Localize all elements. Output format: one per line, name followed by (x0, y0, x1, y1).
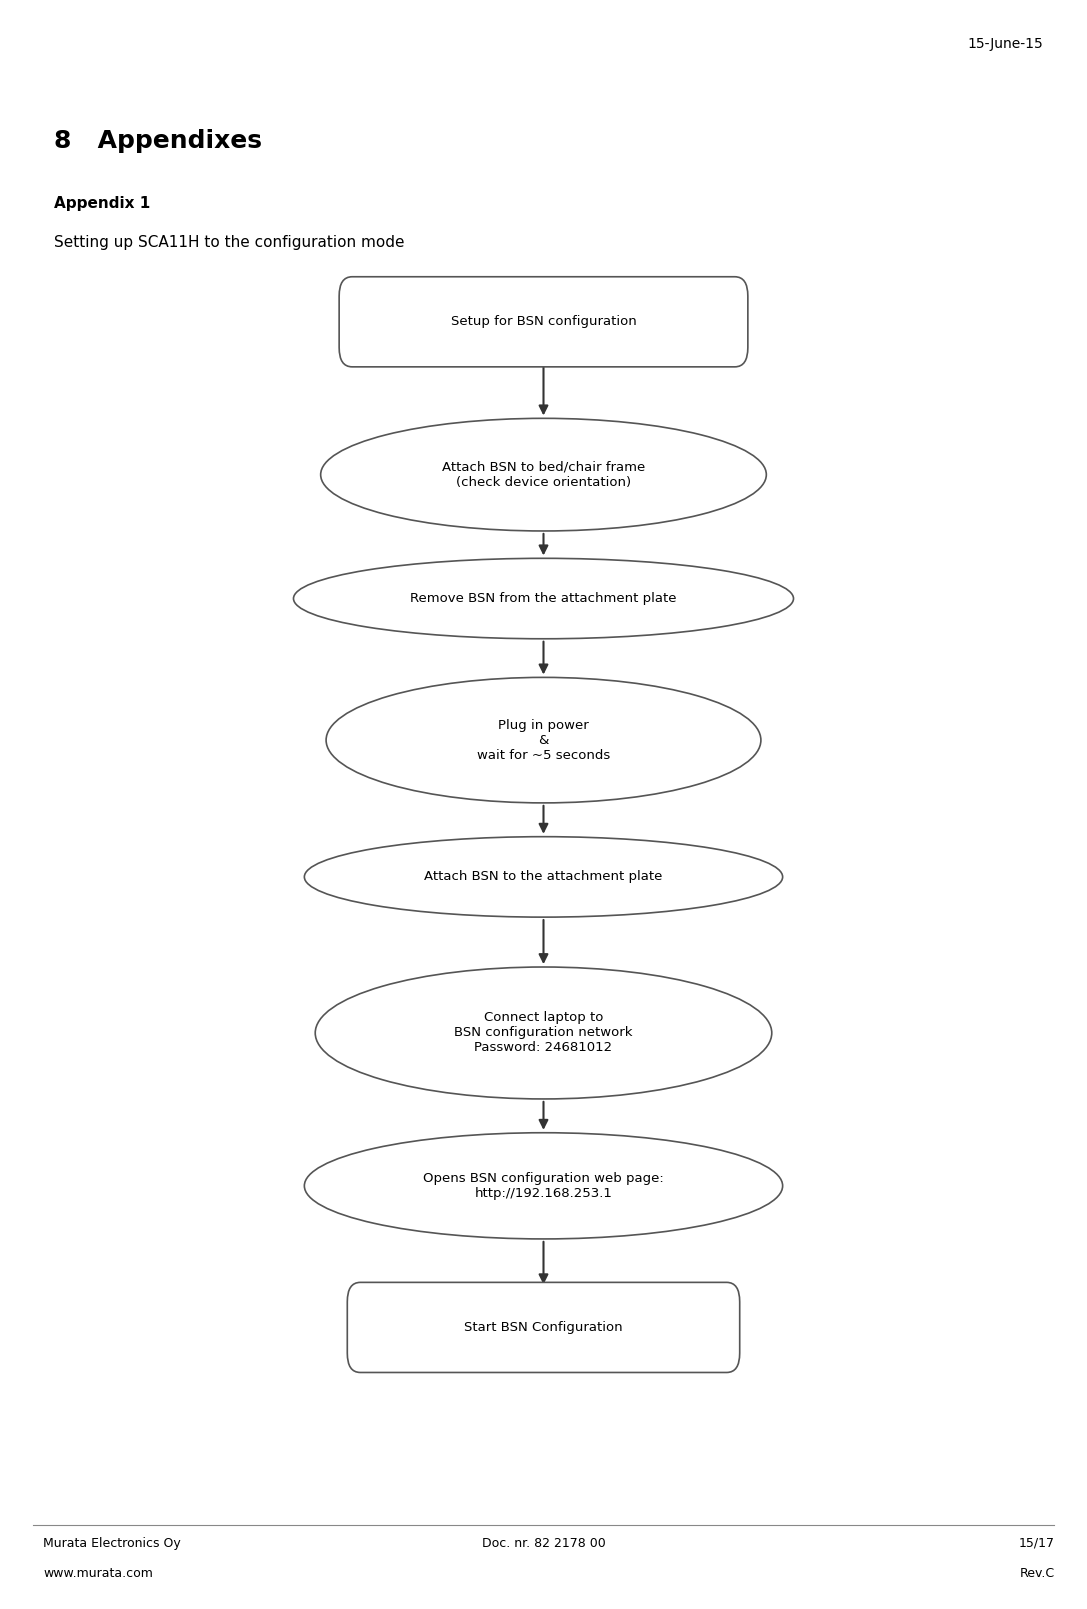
Text: Appendix 1: Appendix 1 (54, 196, 151, 211)
FancyBboxPatch shape (348, 1282, 739, 1372)
Ellipse shape (326, 677, 761, 803)
Text: Doc. nr. 82 2178 00: Doc. nr. 82 2178 00 (482, 1537, 605, 1549)
Text: Connect laptop to
BSN configuration network
Password: 24681012: Connect laptop to BSN configuration netw… (454, 1012, 633, 1054)
Text: Remove BSN from the attachment plate: Remove BSN from the attachment plate (410, 592, 677, 605)
Text: 8   Appendixes: 8 Appendixes (54, 129, 262, 153)
Text: Murata Electronics Oy: Murata Electronics Oy (43, 1537, 182, 1549)
Text: 15/17: 15/17 (1019, 1537, 1054, 1549)
Text: Opens BSN configuration web page:
http://192.168.253.1: Opens BSN configuration web page: http:/… (423, 1171, 664, 1200)
Text: Plug in power
&
wait for ~5 seconds: Plug in power & wait for ~5 seconds (477, 719, 610, 761)
Text: Attach BSN to the attachment plate: Attach BSN to the attachment plate (424, 870, 663, 883)
Ellipse shape (315, 967, 772, 1099)
Ellipse shape (293, 558, 794, 639)
Text: Rev.C: Rev.C (1020, 1567, 1054, 1580)
Text: Setting up SCA11H to the configuration mode: Setting up SCA11H to the configuration m… (54, 235, 404, 249)
Ellipse shape (321, 418, 766, 531)
Text: Start BSN Configuration: Start BSN Configuration (464, 1321, 623, 1334)
Ellipse shape (304, 837, 783, 917)
FancyBboxPatch shape (339, 277, 748, 367)
Text: Setup for BSN configuration: Setup for BSN configuration (451, 315, 636, 328)
Text: www.murata.com: www.murata.com (43, 1567, 153, 1580)
Text: 15-June-15: 15-June-15 (967, 37, 1044, 51)
Ellipse shape (304, 1133, 783, 1239)
Text: Attach BSN to bed/chair frame
(check device orientation): Attach BSN to bed/chair frame (check dev… (442, 460, 645, 489)
